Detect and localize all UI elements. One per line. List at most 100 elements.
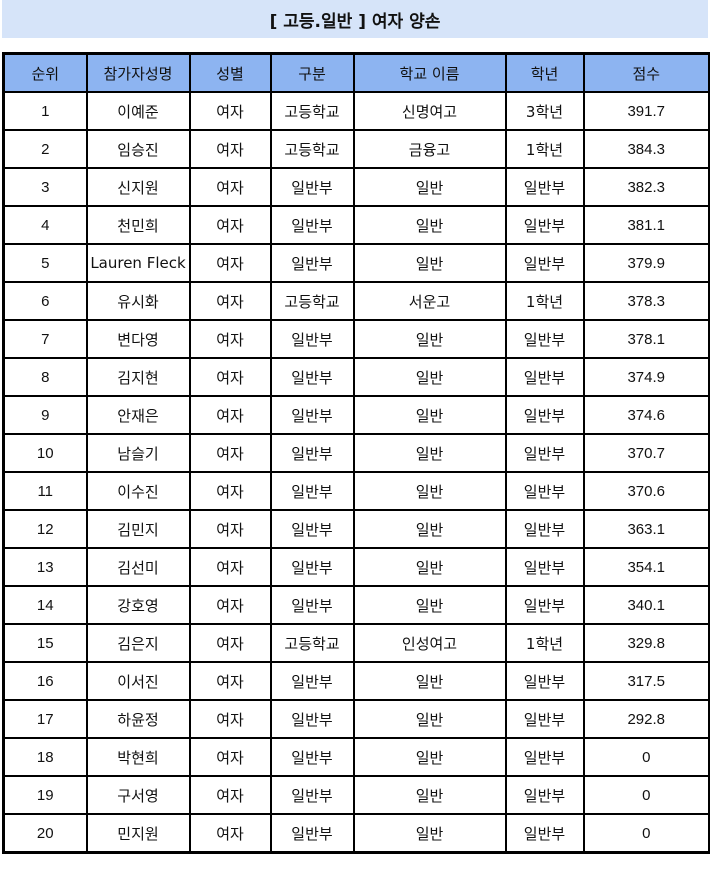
cell-score: 292.8 — [582, 699, 710, 739]
column-header-grade: 학년 — [504, 52, 585, 93]
cell-name: 박현희 — [85, 737, 191, 777]
cell-school: 일반 — [352, 585, 507, 625]
cell-gender: 여자 — [188, 699, 272, 739]
table-header-row: 순위 참가자성명 성별 구분 학교 이름 학년 점수 — [2, 52, 710, 93]
cell-gender: 여자 — [188, 775, 272, 815]
cell-name: 변다영 — [85, 319, 191, 359]
cell-school: 일반 — [352, 205, 507, 245]
column-header-name: 참가자성명 — [85, 52, 191, 93]
column-header-rank: 순위 — [2, 52, 88, 93]
table-row: 16 이서진 여자 일반부 일반 일반부 317.5 — [2, 661, 710, 701]
cell-gender: 여자 — [188, 433, 272, 473]
cell-grade: 일반부 — [504, 585, 585, 625]
column-header-score: 점수 — [582, 52, 710, 93]
cell-school: 금융고 — [352, 129, 507, 169]
cell-school: 일반 — [352, 775, 507, 815]
cell-rank: 15 — [2, 623, 88, 663]
table-row: 3 신지원 여자 일반부 일반 일반부 382.3 — [2, 167, 710, 207]
cell-school: 일반 — [352, 547, 507, 587]
cell-school: 일반 — [352, 509, 507, 549]
cell-gender: 여자 — [188, 813, 272, 854]
cell-gender: 여자 — [188, 357, 272, 397]
cell-rank: 10 — [2, 433, 88, 473]
cell-division: 일반부 — [269, 661, 355, 701]
cell-rank: 7 — [2, 319, 88, 359]
table-row: 17 하윤정 여자 일반부 일반 일반부 292.8 — [2, 699, 710, 739]
table-row: 1 이예준 여자 고등학교 신명여고 3학년 391.7 — [2, 91, 710, 131]
cell-score: 370.6 — [582, 471, 710, 511]
cell-grade: 일반부 — [504, 319, 585, 359]
cell-school: 일반 — [352, 661, 507, 701]
cell-score: 329.8 — [582, 623, 710, 663]
table-row: 10 남슬기 여자 일반부 일반 일반부 370.7 — [2, 433, 710, 473]
cell-division: 일반부 — [269, 775, 355, 815]
cell-school: 일반 — [352, 813, 507, 854]
cell-school: 일반 — [352, 471, 507, 511]
cell-rank: 11 — [2, 471, 88, 511]
cell-gender: 여자 — [188, 623, 272, 663]
table-row: 19 구서영 여자 일반부 일반 일반부 0 — [2, 775, 710, 815]
column-header-division: 구분 — [269, 52, 355, 93]
cell-rank: 6 — [2, 281, 88, 321]
cell-gender: 여자 — [188, 737, 272, 777]
cell-score: 378.3 — [582, 281, 710, 321]
cell-name: 임승진 — [85, 129, 191, 169]
cell-rank: 18 — [2, 737, 88, 777]
cell-division: 일반부 — [269, 395, 355, 435]
cell-name: 안재은 — [85, 395, 191, 435]
cell-school: 일반 — [352, 395, 507, 435]
cell-school: 일반 — [352, 699, 507, 739]
cell-grade: 일반부 — [504, 205, 585, 245]
cell-name: 유시화 — [85, 281, 191, 321]
cell-division: 일반부 — [269, 737, 355, 777]
cell-gender: 여자 — [188, 243, 272, 283]
cell-division: 고등학교 — [269, 623, 355, 663]
cell-division: 고등학교 — [269, 129, 355, 169]
cell-score: 382.3 — [582, 167, 710, 207]
cell-school: 신명여고 — [352, 91, 507, 131]
cell-division: 일반부 — [269, 471, 355, 511]
cell-score: 340.1 — [582, 585, 710, 625]
cell-score: 381.1 — [582, 205, 710, 245]
cell-division: 고등학교 — [269, 281, 355, 321]
cell-school: 일반 — [352, 167, 507, 207]
cell-rank: 12 — [2, 509, 88, 549]
cell-grade: 일반부 — [504, 509, 585, 549]
cell-school: 서운고 — [352, 281, 507, 321]
cell-grade: 일반부 — [504, 737, 585, 777]
table-row: 20 민지원 여자 일반부 일반 일반부 0 — [2, 813, 710, 854]
cell-division: 일반부 — [269, 699, 355, 739]
cell-rank: 4 — [2, 205, 88, 245]
cell-division: 일반부 — [269, 813, 355, 854]
cell-rank: 17 — [2, 699, 88, 739]
cell-gender: 여자 — [188, 91, 272, 131]
cell-name: 천민희 — [85, 205, 191, 245]
cell-score: 0 — [582, 775, 710, 815]
cell-score: 374.6 — [582, 395, 710, 435]
cell-gender: 여자 — [188, 281, 272, 321]
results-table: 순위 참가자성명 성별 구분 학교 이름 학년 점수 1 이예준 여자 고등학교 신명여고 3학년 39… — [2, 52, 710, 854]
table-row: 12 김민지 여자 일반부 일반 일반부 363.1 — [2, 509, 710, 549]
cell-school: 일반 — [352, 737, 507, 777]
cell-rank: 1 — [2, 91, 88, 131]
cell-division: 일반부 — [269, 433, 355, 473]
cell-division: 일반부 — [269, 509, 355, 549]
table-row: 9 안재은 여자 일반부 일반 일반부 374.6 — [2, 395, 710, 435]
table-row: 6 유시화 여자 고등학교 서운고 1학년 378.3 — [2, 281, 710, 321]
cell-name: 이서진 — [85, 661, 191, 701]
cell-division: 고등학교 — [269, 91, 355, 131]
cell-grade: 일반부 — [504, 167, 585, 207]
cell-gender: 여자 — [188, 129, 272, 169]
cell-rank: 13 — [2, 547, 88, 587]
table-row: 5 Lauren Fleck 여자 일반부 일반 일반부 379.9 — [2, 243, 710, 283]
cell-name: 하윤정 — [85, 699, 191, 739]
cell-score: 379.9 — [582, 243, 710, 283]
cell-rank: 14 — [2, 585, 88, 625]
cell-name: 남슬기 — [85, 433, 191, 473]
cell-grade: 1학년 — [504, 129, 585, 169]
cell-grade: 일반부 — [504, 775, 585, 815]
cell-rank: 8 — [2, 357, 88, 397]
table-row: 2 임승진 여자 고등학교 금융고 1학년 384.3 — [2, 129, 710, 169]
cell-name: 구서영 — [85, 775, 191, 815]
cell-rank: 5 — [2, 243, 88, 283]
